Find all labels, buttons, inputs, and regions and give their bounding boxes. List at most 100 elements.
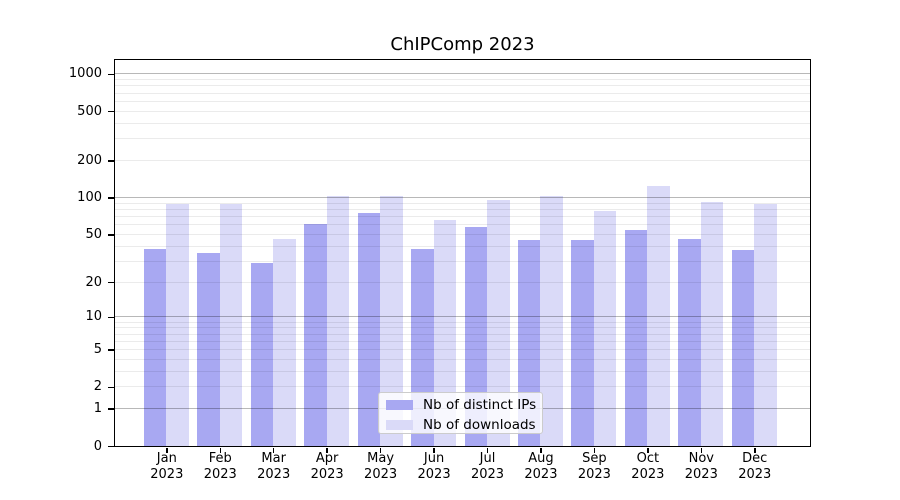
- minor-gridline: [115, 260, 810, 262]
- legend-label-distinct-ips: Nb of distinct IPs: [423, 396, 537, 413]
- x-tick-label-year: 2023: [470, 466, 505, 482]
- x-tick-mark: [379, 448, 382, 453]
- x-tick-label-month: Jul: [479, 451, 496, 466]
- minor-gridline: [115, 100, 810, 102]
- minor-gridline: [115, 281, 810, 283]
- x-tick-mark: [326, 448, 328, 453]
- bar-distinct-ips-mar-2023: [250, 262, 274, 446]
- x-tick-label-month: Aug: [528, 451, 554, 466]
- y-tick-mark: [108, 445, 114, 448]
- y-tick-label: 50: [85, 226, 102, 242]
- bar-distinct-ips-nov-2023: [678, 238, 701, 446]
- minor-gridline: [115, 224, 810, 226]
- x-tick-label: Jul 2023: [453, 451, 523, 482]
- x-tick-label-year: 2023: [417, 466, 451, 482]
- major-gridline: [115, 73, 810, 75]
- y-tick-mark: [108, 281, 114, 284]
- minor-gridline: [115, 333, 810, 335]
- x-tick-label-year: 2023: [738, 466, 772, 482]
- x-tick-label-month: Dec: [742, 451, 768, 466]
- bar-distinct-ips-jul-2023: [464, 227, 487, 446]
- x-tick-label-year: 2023: [203, 466, 237, 482]
- x-tick-label: Dec 2023: [720, 451, 790, 482]
- plot-area: [114, 59, 811, 447]
- x-tick-mark: [593, 448, 596, 453]
- minor-gridline: [115, 138, 810, 140]
- x-tick-label-year: 2023: [524, 466, 558, 482]
- bar-distinct-ips-dec-2023: [731, 250, 755, 446]
- bar-downloads-sep-2023: [593, 211, 617, 446]
- x-tick-label: Mar 2023: [239, 451, 309, 482]
- y-tick-label: 10: [85, 309, 102, 325]
- minor-gridline: [115, 340, 810, 342]
- x-tick-label-year: 2023: [150, 466, 184, 482]
- x-tick-label: Jan 2023: [132, 451, 202, 482]
- x-tick-label: Aug 2023: [506, 451, 576, 482]
- minor-gridline: [115, 386, 810, 388]
- minor-gridline: [115, 321, 810, 323]
- x-tick-label-month: Jan: [156, 451, 177, 466]
- x-tick-label-month: Oct: [636, 451, 660, 466]
- x-tick-label: Apr 2023: [292, 451, 362, 482]
- y-tick-label: 0: [93, 438, 102, 454]
- major-gridline: [115, 316, 810, 318]
- bar-downloads-aug-2023: [540, 196, 563, 446]
- legend-swatch-distinct-ips: [386, 399, 413, 410]
- bar-downloads-may-2023: [380, 195, 403, 446]
- x-tick-mark: [433, 448, 435, 453]
- x-tick-mark: [647, 448, 649, 453]
- x-tick-label-year: 2023: [631, 466, 665, 482]
- minor-gridline: [115, 122, 810, 124]
- y-tick-mark: [108, 110, 114, 113]
- x-tick-label: Oct 2023: [613, 451, 683, 482]
- y-tick-label: 200: [77, 152, 102, 168]
- legend-label-downloads: Nb of downloads: [423, 416, 536, 433]
- bar-distinct-ips-oct-2023: [624, 230, 648, 446]
- x-tick-label: Nov 2023: [666, 451, 736, 482]
- minor-gridline: [115, 79, 810, 81]
- x-tick-mark: [700, 448, 703, 453]
- bar-downloads-jul-2023: [487, 199, 510, 446]
- x-tick-label: Sep 2023: [559, 451, 629, 482]
- x-tick-label-month: Mar: [261, 451, 286, 466]
- x-tick-mark: [754, 448, 756, 453]
- x-tick-label-year: 2023: [364, 466, 398, 482]
- y-tick-mark: [108, 316, 114, 319]
- chart-title: ChIPComp 2023: [390, 34, 535, 55]
- bar-downloads-jan-2023: [166, 203, 189, 446]
- minor-gridline: [115, 85, 810, 87]
- legend-item-downloads: Nb of downloads: [386, 414, 536, 435]
- bar-downloads-apr-2023: [326, 195, 350, 446]
- bar-distinct-ips-sep-2023: [571, 239, 594, 446]
- bar-downloads-jun-2023: [433, 219, 457, 446]
- y-tick-mark: [108, 386, 114, 389]
- legend-swatch-downloads: [386, 419, 413, 430]
- minor-gridline: [115, 202, 810, 204]
- bar-downloads-dec-2023: [754, 204, 777, 446]
- bar-distinct-ips-apr-2023: [304, 223, 327, 446]
- x-tick-label-year: 2023: [310, 466, 344, 482]
- minor-gridline: [115, 370, 810, 372]
- minor-gridline: [115, 358, 810, 360]
- bar-distinct-ips-may-2023: [357, 212, 381, 446]
- y-tick-label: 2: [93, 379, 102, 395]
- bar-distinct-ips-jan-2023: [143, 248, 167, 446]
- x-tick-mark: [272, 448, 275, 453]
- y-tick-mark: [108, 73, 114, 76]
- x-tick-label-year: 2023: [684, 466, 718, 482]
- x-tick-label-month: Nov: [688, 451, 714, 466]
- x-tick-mark: [219, 448, 221, 453]
- x-tick-label-month: Sep: [582, 451, 607, 466]
- x-tick-label-year: 2023: [577, 466, 611, 482]
- x-tick-label-year: 2023: [257, 466, 291, 482]
- x-tick-label-month: Feb: [208, 451, 232, 466]
- y-tick-mark: [108, 160, 114, 162]
- y-tick-label: 500: [77, 103, 102, 119]
- x-tick-label: Feb 2023: [185, 451, 255, 482]
- x-tick-label: Jun 2023: [399, 451, 469, 482]
- x-tick-mark: [486, 448, 489, 453]
- y-tick-label: 1: [93, 401, 102, 417]
- bar-downloads-mar-2023: [273, 238, 296, 446]
- y-tick-mark: [108, 349, 114, 351]
